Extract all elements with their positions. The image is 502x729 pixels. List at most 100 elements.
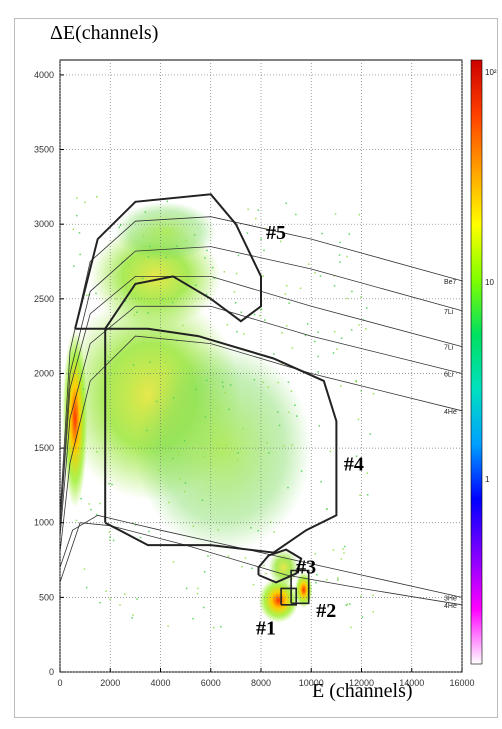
scatter-point — [315, 581, 317, 584]
region-label-2: #2 — [316, 600, 336, 622]
scatter-point — [333, 284, 336, 287]
isotope-curve-4 — [59, 305, 463, 538]
scatter-point — [172, 397, 175, 399]
scatter-point — [184, 482, 187, 484]
scatter-point — [123, 593, 126, 595]
scatter-point — [192, 525, 195, 528]
curve-label-4: 6Li — [444, 371, 454, 378]
scatter-point — [132, 614, 134, 616]
scatter-point — [285, 284, 288, 287]
scatter-point — [128, 264, 130, 267]
colorbar-tick-label: 10² — [485, 68, 497, 77]
scatter-point — [267, 386, 269, 388]
scatter-point — [348, 233, 351, 235]
scatter-point — [288, 302, 290, 304]
scatter-point — [147, 256, 150, 258]
scatter-point — [132, 364, 135, 366]
scatter-point — [343, 545, 346, 548]
scatter-point — [304, 334, 307, 337]
scatter-point — [73, 360, 75, 362]
scatter-point — [99, 601, 101, 604]
scatter-point — [291, 444, 293, 446]
scatter-point — [155, 400, 158, 403]
scatter-point — [165, 256, 167, 259]
scatter-point — [222, 385, 225, 388]
scatter-point — [105, 590, 107, 592]
scatter-point — [329, 450, 332, 453]
scatter-point — [136, 311, 138, 313]
scatter-point — [365, 307, 368, 309]
colorbar — [470, 59, 483, 665]
y-tick-label: 1500 — [34, 443, 54, 453]
scatter-point — [166, 200, 169, 203]
scatter-point — [365, 327, 367, 330]
scatter-point — [343, 552, 345, 554]
scatter-point — [132, 347, 135, 350]
scatter-point — [333, 275, 335, 277]
x-tick-label: 16000 — [449, 678, 474, 688]
scatter-point — [226, 324, 229, 326]
scatter-point — [252, 583, 255, 586]
scatter-point — [296, 415, 298, 417]
scatter-point — [326, 578, 328, 581]
scatter-point — [85, 586, 88, 589]
curve-label-2: 7Li — [444, 309, 454, 316]
scatter-point — [204, 257, 206, 259]
y-tick-label: 500 — [39, 592, 54, 602]
curve-label-5: 4He — [444, 409, 457, 416]
scatter-point — [172, 561, 175, 563]
scatter-point — [220, 625, 222, 628]
scatter-point — [206, 379, 208, 382]
scatter-point — [192, 617, 194, 620]
scatter-point — [273, 353, 275, 355]
scatter-point — [75, 519, 78, 522]
scatter-point — [118, 226, 121, 229]
y-axis-label: ΔE(channels) — [50, 22, 159, 44]
isotope-curve-5 — [59, 335, 463, 553]
scatter-point — [171, 301, 174, 304]
scatter-point — [121, 261, 124, 263]
scatter-point — [179, 478, 181, 480]
scatter-point — [108, 482, 110, 485]
scatter-point — [273, 531, 275, 533]
scatter-point — [76, 455, 78, 457]
scatter-point — [282, 444, 285, 447]
scatter-point — [134, 524, 137, 526]
scatter-point — [339, 385, 342, 387]
scatter-point — [346, 297, 348, 300]
scatter-point — [294, 404, 296, 406]
x-tick-label: 12000 — [349, 678, 374, 688]
scatter-point — [95, 292, 97, 295]
x-tick-label: 6000 — [201, 678, 221, 688]
scatter-point — [337, 577, 339, 579]
density-blob-4 — [115, 201, 216, 262]
scatter-point — [333, 330, 336, 333]
scatter-point — [291, 347, 294, 349]
scatter-point — [369, 433, 372, 435]
scatter-point — [346, 603, 349, 605]
scatter-point — [96, 195, 98, 198]
scatter-point — [244, 557, 247, 559]
scatter-point — [260, 308, 263, 310]
x-tick-label: 0 — [57, 678, 62, 688]
scatter-point — [241, 565, 243, 568]
scatter-point — [266, 442, 268, 444]
scatter-point — [257, 529, 259, 532]
region-label-1: #1 — [256, 618, 276, 640]
scatter-point — [213, 626, 215, 629]
y-tick-label: 3000 — [34, 219, 54, 229]
scatter-point — [168, 428, 170, 430]
scatter-point — [177, 451, 179, 453]
region-label-5: #5 — [266, 222, 286, 244]
scatter-point — [251, 567, 253, 570]
region-cut-3 — [257, 548, 303, 584]
scatter-point — [338, 254, 341, 256]
scatter-point — [172, 457, 174, 460]
scatter-point — [206, 249, 208, 252]
scatter-point — [262, 381, 265, 384]
scatter-point — [237, 452, 239, 454]
scatter-point — [168, 501, 170, 504]
scatter-point — [194, 429, 196, 431]
y-tick-label: 1000 — [34, 518, 54, 528]
scatter-point — [246, 232, 249, 234]
